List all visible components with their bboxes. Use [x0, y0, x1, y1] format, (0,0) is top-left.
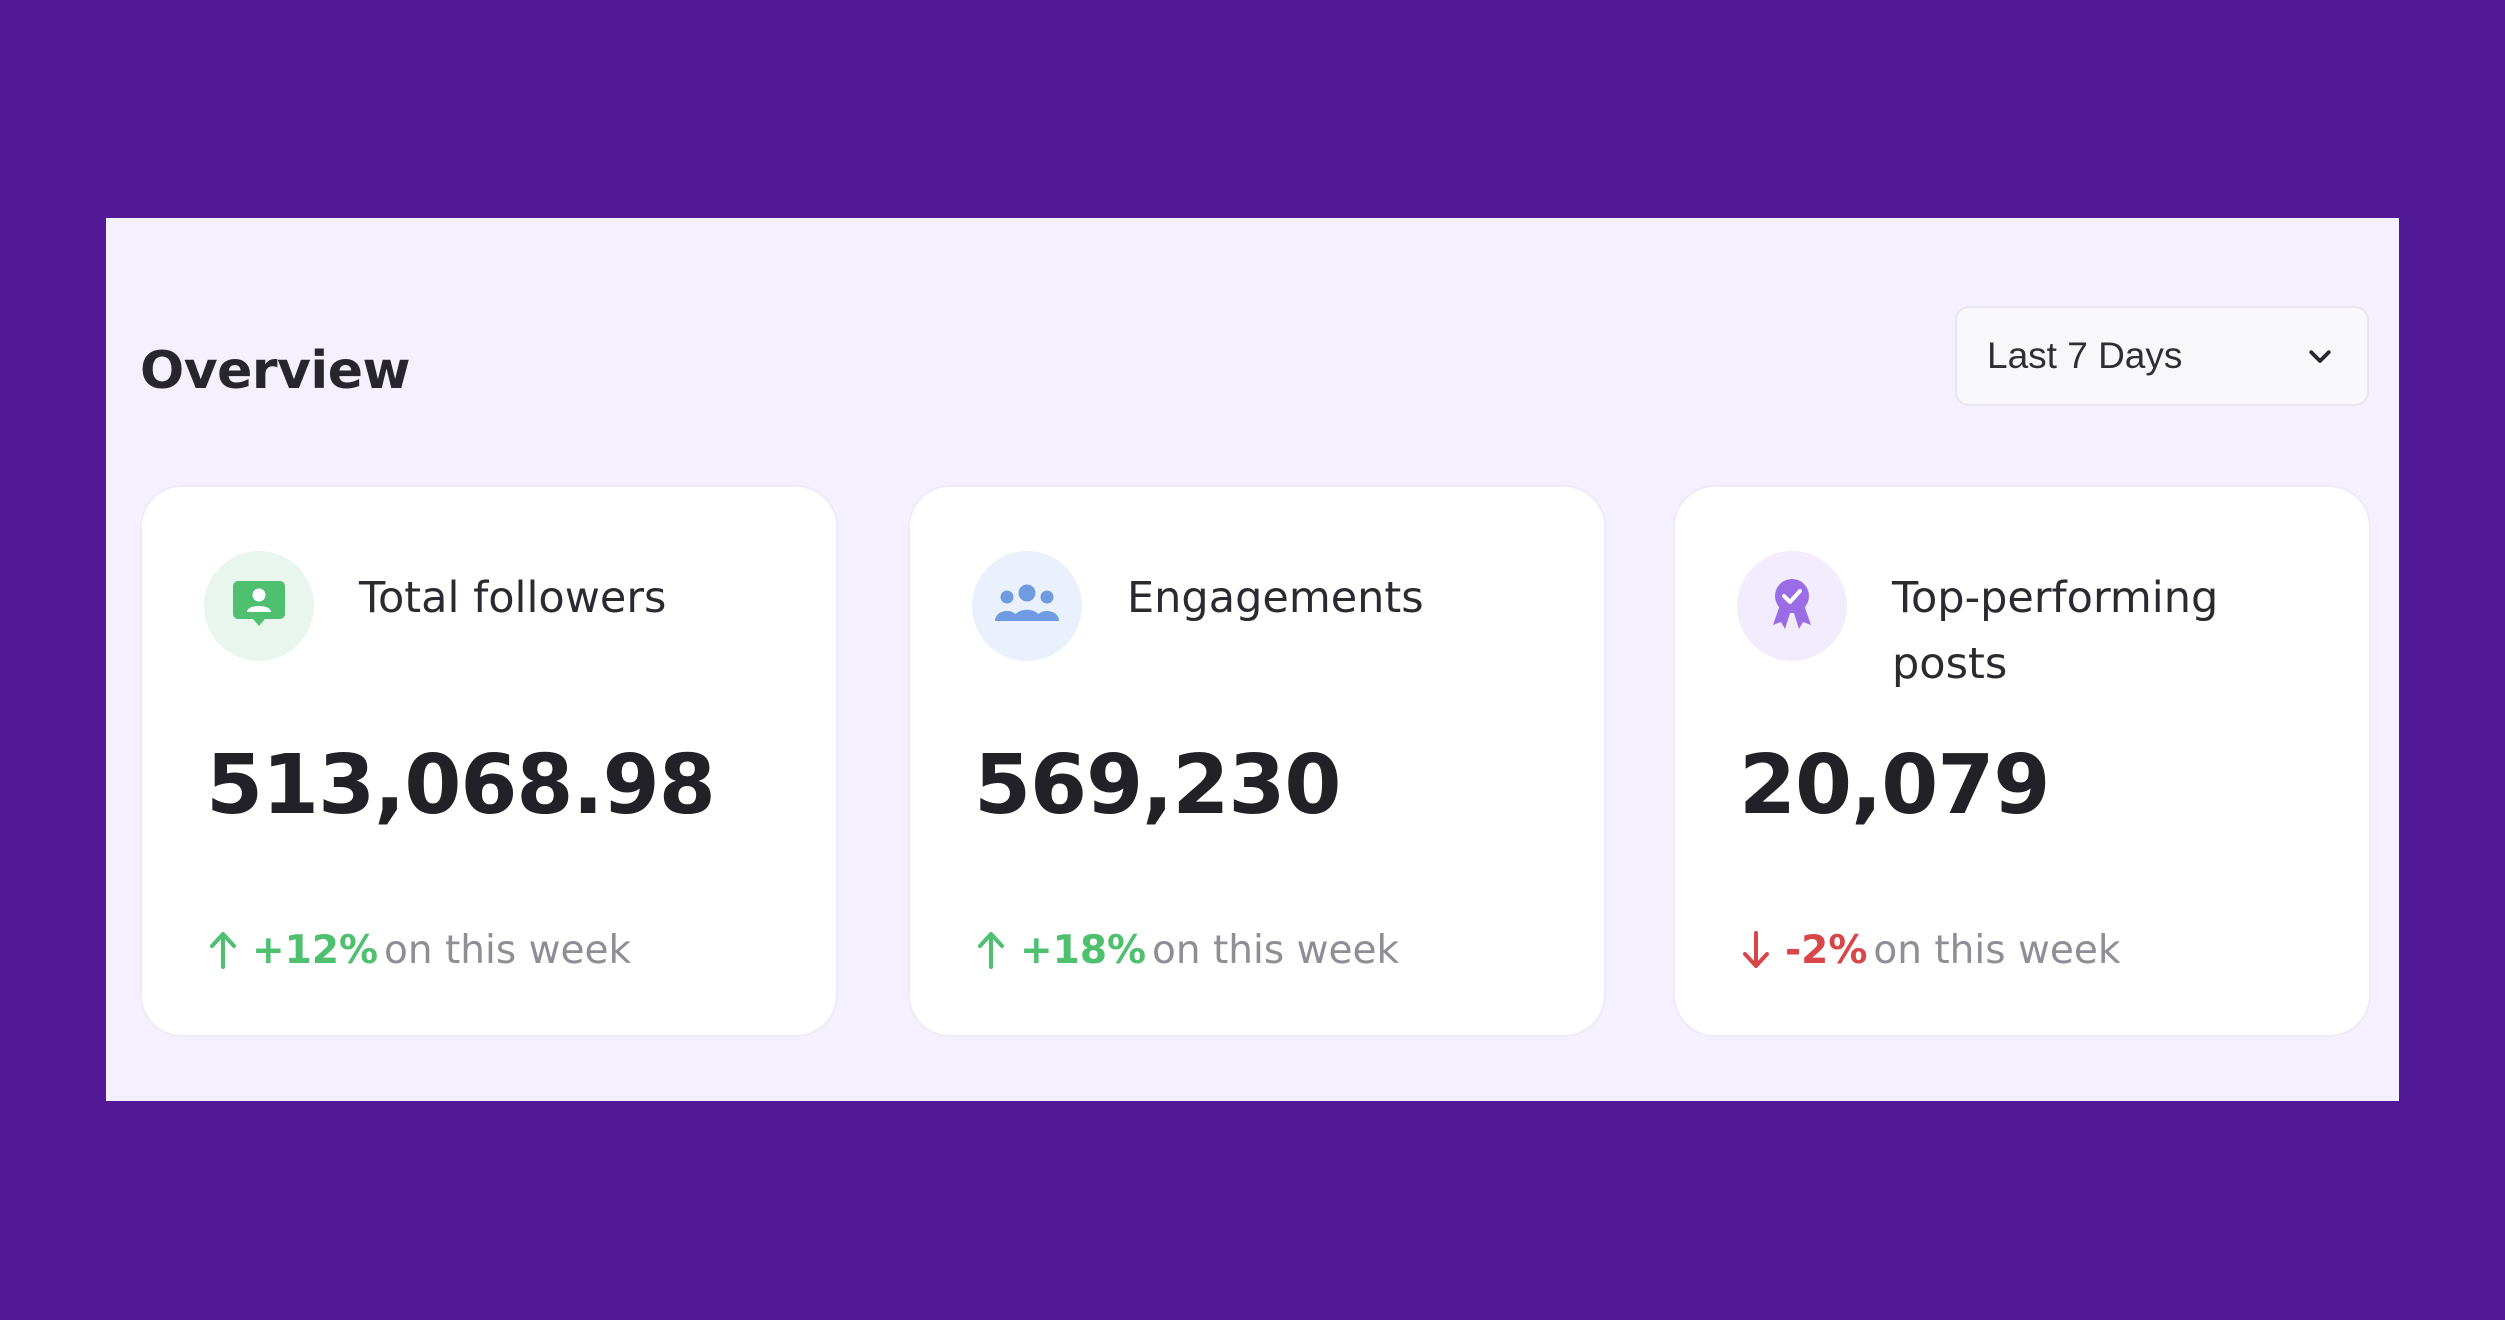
award-ribbon-icon — [1769, 577, 1815, 635]
section-title: Overview — [140, 341, 411, 401]
stat-card-delta: +12% on this week — [206, 930, 631, 970]
award-icon-circle — [1737, 551, 1847, 661]
date-range-select[interactable]: Last 7 Days — [1955, 306, 2369, 406]
delta-percent: +12% — [252, 927, 379, 973]
stat-card-title: Total followers — [359, 573, 667, 623]
stat-card-value: 20,079 — [1739, 738, 2050, 833]
stat-card-total-followers[interactable]: Total followers 513,068.98 +12% on this … — [142, 487, 836, 1035]
delta-percent: -2% — [1785, 927, 1868, 973]
stat-card-title: Engagements — [1127, 573, 1424, 623]
follower-badge-icon — [232, 579, 286, 633]
delta-suffix: on this week — [1152, 927, 1400, 973]
stat-card-value: 513,068.98 — [206, 738, 716, 833]
stat-card-title: Top-performing posts — [1892, 573, 2219, 689]
arrow-up-icon — [206, 930, 240, 970]
stat-card-top-performing-posts[interactable]: Top-performing posts 20,079 -2% on this … — [1675, 487, 2369, 1035]
engagement-icon-circle — [972, 551, 1082, 661]
chevron-down-icon — [2303, 339, 2337, 373]
stats-cards: Total followers 513,068.98 +12% on this … — [142, 487, 2369, 1035]
delta-suffix: on this week — [1873, 927, 2121, 973]
stat-card-delta: +18% on this week — [974, 930, 1399, 970]
stat-card-value: 569,230 — [974, 738, 1341, 833]
stat-card-engagements[interactable]: Engagements 569,230 +18% on this week — [910, 487, 1604, 1035]
arrow-down-icon — [1739, 930, 1773, 970]
overview-panel: Overview Last 7 Days Total fo — [106, 218, 2399, 1101]
follower-icon-circle — [204, 551, 314, 661]
delta-percent: +18% — [1020, 927, 1147, 973]
arrow-up-icon — [974, 930, 1008, 970]
delta-suffix: on this week — [384, 927, 632, 973]
date-range-value: Last 7 Days — [1987, 335, 2183, 376]
stat-card-delta: -2% on this week — [1739, 930, 2120, 970]
users-group-icon — [993, 581, 1061, 631]
